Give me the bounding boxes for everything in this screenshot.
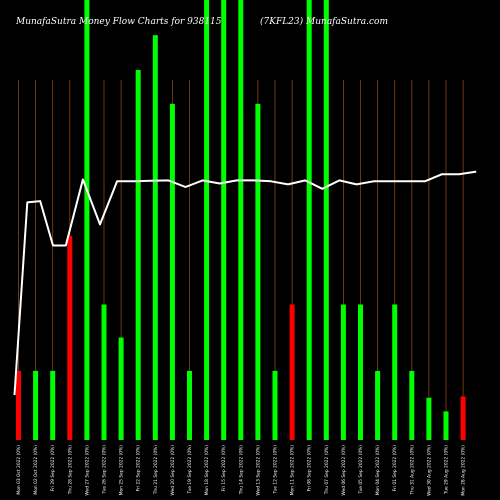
- x-tick-label: Wed 06 Sep 2022 (0%): [341, 445, 347, 496]
- x-tick-label: Tue 12 Sep 2022 (0%): [273, 445, 279, 495]
- x-tick-label: Fri 01 Sep 2022 (0%): [392, 445, 398, 492]
- money-flow-bar: [187, 370, 192, 440]
- money-flow-bar: [272, 370, 278, 440]
- money-flow-bar: [255, 103, 261, 440]
- money-flow-bar: [204, 0, 210, 440]
- x-tick-label: Wed 30 Aug 2022 (0%): [426, 445, 432, 496]
- x-tick-label: Fri 15 Sep 2022 (0%): [221, 445, 227, 492]
- chart-title-right: (7KFL23) MunafaSutra.com: [260, 16, 388, 27]
- x-tick-label: Thu 21 Sep 2022 (0%): [153, 445, 159, 496]
- x-tick-label: Mon 02 Oct 2022 (0%): [33, 445, 39, 495]
- x-tick-label: Wed 27 Sep 2022 (0%): [84, 445, 90, 496]
- money-flow-bar: [306, 0, 312, 440]
- x-tick-label: Wed 20 Sep 2022 (0%): [170, 445, 176, 496]
- money-flow-bar: [118, 337, 124, 440]
- money-flow-bar: [33, 370, 39, 440]
- bar-layer: [16, 0, 466, 441]
- money-flow-bar: [358, 304, 363, 440]
- money-flow-bar: [152, 35, 158, 440]
- x-tick-label: Tue 29 Aug 2022 (0%): [444, 445, 450, 495]
- x-tick-label: Mon 03 Oct 2022 (0%): [16, 445, 22, 495]
- money-flow-line: [13, 170, 477, 396]
- x-tick-label: Tue 26 Sep 2022 (0%): [102, 445, 108, 495]
- money-flow-bar: [101, 304, 107, 440]
- x-tick-label: Fri 22 Sep 2022 (0%): [136, 445, 142, 492]
- money-flow-bar: [221, 0, 227, 440]
- money-flow-bar: [84, 0, 90, 440]
- x-tick-label: Wed 13 Sep 2022 (0%): [255, 445, 261, 496]
- x-tick-label: Mon 04 Sep 2022 (0%): [375, 445, 381, 496]
- money-flow-bar: [50, 370, 56, 440]
- money-flow-bar: [67, 235, 73, 440]
- money-flow-bar: [460, 396, 466, 440]
- x-tick-label: Mon 25 Sep 2022 (0%): [119, 445, 125, 496]
- label-layer: Mon 03 Oct 2022 (0%) Mon 02 Oct 2022 (0%)…: [16, 445, 467, 496]
- x-tick-label: Thu 14 Sep 2022 (0%): [238, 445, 244, 496]
- x-tick-label: Tue 05 Sep 2022 (0%): [358, 445, 364, 495]
- x-tick-label: Fri 08 Sep 2022 (0%): [307, 445, 313, 492]
- line-layer: [13, 170, 477, 396]
- money-flow-bar: [16, 370, 21, 440]
- chart-title-left: MunafaSutra Money Flow Charts for 938115: [15, 17, 222, 27]
- money-flow-bar: [169, 103, 175, 440]
- x-tick-label: Mon 28 Aug 2022 (0%): [461, 445, 467, 496]
- money-flow-bar: [443, 411, 449, 440]
- x-tick-label: Fri 29 Sep 2022 (0%): [50, 445, 56, 492]
- x-tick-label: Thu 28 Sep 2022 (0%): [67, 445, 73, 496]
- money-flow-bar: [426, 397, 432, 440]
- money-flow-bar: [409, 370, 415, 440]
- x-tick-label: Tue 19 Sep 2022 (0%): [187, 445, 193, 495]
- x-tick-label: Thu 07 Sep 2022 (0%): [324, 445, 330, 496]
- x-tick-label: Mon 18 Sep 2022 (0%): [204, 445, 210, 496]
- money-flow-bar: [238, 0, 244, 440]
- money-flow-bar: [323, 0, 329, 440]
- x-tick-label: Thu 31 Aug 2022 (0%): [409, 445, 415, 496]
- x-tick-label: Mon 11 Sep 2022 (0%): [290, 445, 296, 496]
- money-flow-bar: [392, 304, 398, 440]
- money-flow-bar: [375, 370, 381, 440]
- money-flow-bar: [135, 69, 141, 441]
- money-flow-bar: [340, 304, 346, 440]
- money-flow-bar: [289, 304, 295, 440]
